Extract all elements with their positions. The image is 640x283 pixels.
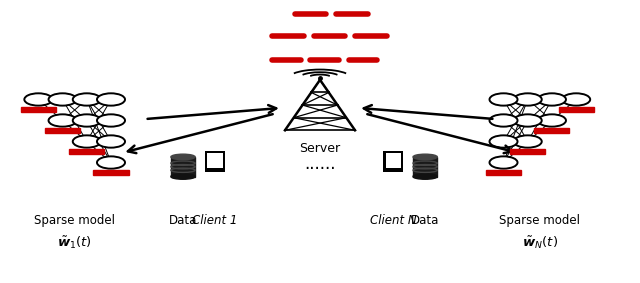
Bar (413, 157, 437, 177)
Circle shape (97, 114, 125, 127)
Circle shape (73, 93, 100, 106)
Text: Sparse model: Sparse model (499, 214, 580, 227)
Bar (510, 149, 545, 154)
Bar (559, 107, 594, 112)
Circle shape (97, 135, 125, 148)
Text: Data: Data (169, 214, 197, 227)
Bar (93, 170, 129, 175)
Circle shape (490, 93, 518, 106)
Bar (386, 153, 401, 168)
Circle shape (562, 93, 590, 106)
Text: Client 1: Client 1 (192, 214, 237, 227)
Circle shape (73, 135, 100, 148)
Text: Data: Data (411, 214, 439, 227)
Bar (205, 151, 225, 171)
Circle shape (49, 93, 77, 106)
Ellipse shape (413, 174, 437, 179)
Circle shape (490, 135, 518, 148)
Bar (45, 128, 80, 133)
Bar (171, 157, 195, 177)
Text: ......: ...... (304, 155, 336, 173)
Text: Server: Server (300, 142, 340, 155)
Circle shape (514, 135, 541, 148)
Bar (207, 153, 223, 168)
Circle shape (490, 156, 518, 169)
Circle shape (97, 156, 125, 169)
Circle shape (97, 93, 125, 106)
Bar (383, 151, 403, 171)
Text: $\tilde{\boldsymbol{w}}_1(t)$: $\tilde{\boldsymbol{w}}_1(t)$ (57, 234, 92, 250)
Circle shape (73, 114, 100, 127)
Text: Sparse model: Sparse model (34, 214, 115, 227)
Bar (69, 149, 104, 154)
Ellipse shape (171, 174, 195, 179)
Circle shape (24, 93, 52, 106)
Text: Client N: Client N (370, 214, 417, 227)
Text: $\tilde{\boldsymbol{w}}_N(t)$: $\tilde{\boldsymbol{w}}_N(t)$ (522, 234, 558, 250)
Ellipse shape (171, 154, 195, 160)
Circle shape (490, 114, 518, 127)
Bar (486, 170, 521, 175)
Circle shape (538, 93, 566, 106)
Ellipse shape (413, 154, 437, 160)
Circle shape (49, 114, 77, 127)
Bar (21, 107, 56, 112)
Circle shape (538, 114, 566, 127)
Circle shape (514, 114, 541, 127)
Bar (534, 128, 570, 133)
Circle shape (514, 93, 541, 106)
